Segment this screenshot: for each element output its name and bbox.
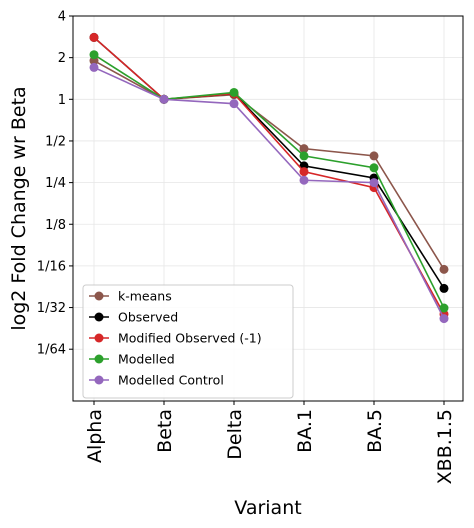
- data-point: [439, 314, 449, 324]
- y-tick-label: 4: [58, 10, 66, 25]
- x-tick-label: BA.5: [364, 409, 386, 453]
- data-point: [299, 167, 309, 177]
- data-point: [89, 62, 99, 72]
- series-layer: [89, 32, 449, 324]
- legend-marker: [94, 291, 104, 301]
- legend-item: Modelled Control: [89, 373, 224, 388]
- legend-marker: [94, 312, 104, 322]
- series-line: [93, 36, 445, 315]
- legend: k-means Observed Modified Observed (-1) Mod…: [82, 284, 294, 399]
- legend-box: [82, 284, 294, 399]
- legend-label: k-means: [118, 289, 172, 304]
- legend-label: Modelled: [118, 352, 175, 367]
- legend-label: Observed: [118, 310, 178, 325]
- x-axis-label: Variant: [234, 497, 301, 519]
- data-point: [439, 303, 449, 313]
- series-k-means: [89, 56, 449, 274]
- y-tick-label: 1/32: [37, 301, 66, 316]
- data-point: [89, 50, 99, 60]
- series-line: [93, 60, 445, 270]
- y-tick-label: 1/16: [37, 259, 66, 274]
- y-axis: 4 2 1 1/2 1/4 1/8 1/16 1/32 1/64: [37, 10, 73, 358]
- series-line: [93, 66, 445, 319]
- data-point: [439, 264, 449, 274]
- data-point: [369, 178, 379, 188]
- data-point: [439, 283, 449, 293]
- x-tick-label: BA.1: [294, 409, 316, 453]
- series-modified-observed-1: [89, 32, 449, 319]
- y-tick-label: 2: [58, 51, 66, 66]
- x-tick-label: XBB.1.5: [434, 409, 456, 484]
- data-point: [229, 87, 239, 97]
- x-tick-label: Alpha: [84, 409, 106, 463]
- legend-marker: [94, 354, 104, 364]
- plot-frame: [72, 15, 464, 402]
- data-point: [299, 144, 309, 154]
- data-point: [369, 163, 379, 173]
- data-point: [89, 32, 99, 42]
- legend-item: k-means: [89, 289, 172, 304]
- series-modelled-control: [89, 62, 449, 324]
- legend-item: Modified Observed (-1): [89, 331, 262, 346]
- y-tick-label: 1/2: [45, 134, 66, 149]
- data-point: [299, 151, 309, 161]
- data-point: [299, 175, 309, 185]
- y-tick-label: 1/8: [45, 218, 66, 233]
- x-tick-label: Beta: [154, 409, 176, 453]
- series-line: [93, 54, 445, 309]
- data-point: [159, 94, 169, 104]
- y-tick-label: 1/4: [45, 176, 66, 191]
- y-axis-label: log2 Fold Change wr Beta: [8, 86, 30, 330]
- y-tick-label: 1/64: [37, 343, 66, 358]
- legend-marker: [94, 375, 104, 385]
- data-point: [369, 151, 379, 161]
- y-tick-label: 1: [58, 93, 66, 108]
- legend-marker: [94, 333, 104, 343]
- legend-label: Modelled Control: [118, 373, 224, 388]
- legend-label: Modified Observed (-1): [118, 331, 262, 346]
- legend-item: Observed: [89, 310, 178, 325]
- series-observed: [89, 32, 449, 293]
- grid: [73, 15, 463, 401]
- series-line: [93, 36, 445, 289]
- legend-item: Modelled: [89, 352, 175, 367]
- data-point: [229, 99, 239, 109]
- x-axis: Alpha Beta Delta BA.1 BA.5 XBB.1.5: [84, 401, 456, 484]
- x-tick-label: Delta: [224, 409, 246, 460]
